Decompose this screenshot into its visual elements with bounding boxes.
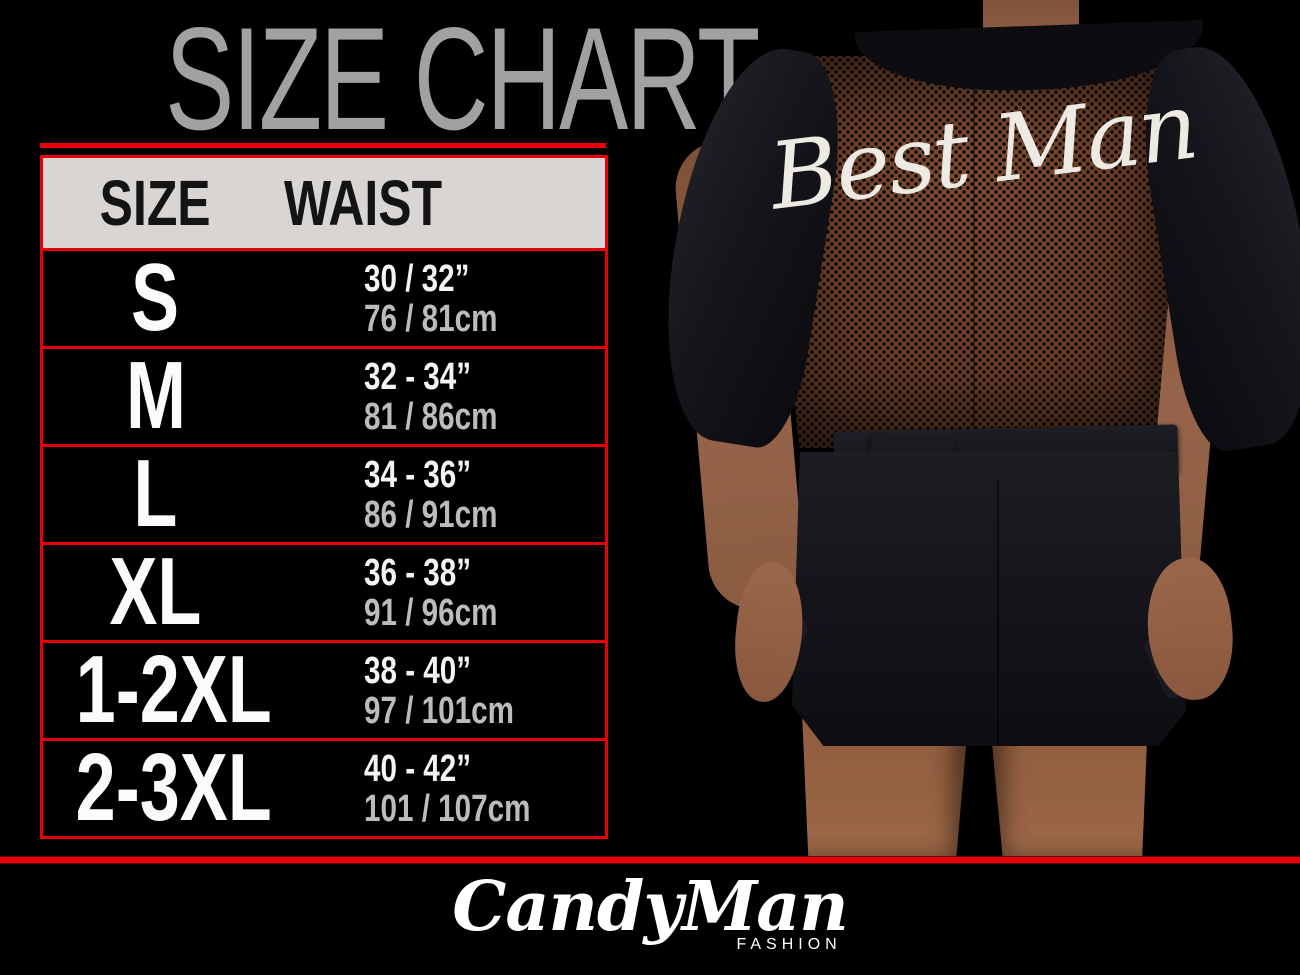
- waist-cm-value: 76 / 81cm: [364, 297, 498, 340]
- robe-back-seam: [973, 56, 975, 448]
- waist-cell: 36 - 38” 91 / 96cm: [268, 553, 535, 633]
- waist-inches-value: 36 - 38”: [364, 551, 472, 594]
- waist-inches-value: 38 - 40”: [364, 649, 472, 692]
- footer-divider: [0, 857, 1300, 863]
- header-waist-label: WAIST: [284, 167, 443, 239]
- size-value: S: [131, 244, 180, 352]
- size-value: M: [125, 342, 186, 450]
- waist-inches-value: 30 / 32”: [364, 257, 470, 300]
- size-table-header: SIZE WAIST: [43, 158, 605, 251]
- waist-cell: 38 - 40” 97 / 101cm: [268, 651, 556, 731]
- size-cell: L: [43, 440, 268, 548]
- size-value: L: [133, 440, 178, 548]
- brand-logo: CandyMan: [452, 867, 848, 947]
- brand-tagline: FASHION: [736, 936, 842, 953]
- size-cell: 2-3XL: [43, 740, 272, 836]
- waist-cm-value: 91 / 96cm: [364, 591, 498, 634]
- header-size-cell: SIZE: [43, 166, 268, 240]
- waist-cell: 34 - 36” 86 / 91cm: [268, 455, 535, 535]
- waist-inches-value: 34 - 36”: [364, 453, 472, 496]
- waist-cell: 30 / 32” 76 / 81cm: [268, 259, 535, 339]
- page-title: SIZE CHART: [165, 0, 760, 160]
- model-photo: Best Man: [608, 0, 1300, 858]
- size-cell: M: [43, 342, 268, 450]
- robe-skirt-seam: [996, 481, 999, 746]
- brand-lockup: CandyMan FASHION: [452, 864, 848, 953]
- waist-inches-value: 32 - 34”: [364, 355, 472, 398]
- brand-footer: CandyMan FASHION: [0, 864, 1300, 953]
- header-size-label: SIZE: [100, 167, 211, 239]
- size-cell: 1-2XL: [43, 642, 272, 738]
- waist-cm-value: 101 / 107cm: [364, 787, 531, 830]
- waist-cm-value: 81 / 86cm: [364, 395, 498, 438]
- waist-cell: 32 - 34” 81 / 86cm: [268, 357, 535, 437]
- waist-cm-value: 97 / 101cm: [364, 689, 514, 732]
- table-row: M 32 - 34” 81 / 86cm: [43, 346, 605, 444]
- size-value: 2-3XL: [75, 734, 272, 842]
- size-value: XL: [109, 538, 202, 646]
- table-row: L 34 - 36” 86 / 91cm: [43, 444, 605, 542]
- header-waist-cell: WAIST: [284, 166, 487, 240]
- size-table: SIZE WAIST S 30 / 32” 76 / 81cm M 32 - 3…: [40, 155, 608, 839]
- size-table-body: S 30 / 32” 76 / 81cm M 32 - 34” 81 / 86c…: [43, 244, 605, 836]
- table-row: S 30 / 32” 76 / 81cm: [43, 244, 605, 352]
- table-row: 1-2XL 38 - 40” 97 / 101cm: [43, 640, 605, 738]
- waist-inches-value: 40 - 42”: [364, 747, 472, 790]
- table-row: 2-3XL 40 - 42” 101 / 107cm: [43, 738, 605, 836]
- table-row: XL 36 - 38” 91 / 96cm: [43, 542, 605, 640]
- title-underline: [40, 143, 606, 148]
- size-cell: S: [43, 244, 268, 352]
- waist-cm-value: 86 / 91cm: [364, 493, 498, 536]
- size-value: 1-2XL: [75, 636, 272, 744]
- waist-cell: 40 - 42” 101 / 107cm: [268, 749, 577, 829]
- size-cell: XL: [43, 538, 268, 646]
- robe-skirt: [792, 452, 1186, 746]
